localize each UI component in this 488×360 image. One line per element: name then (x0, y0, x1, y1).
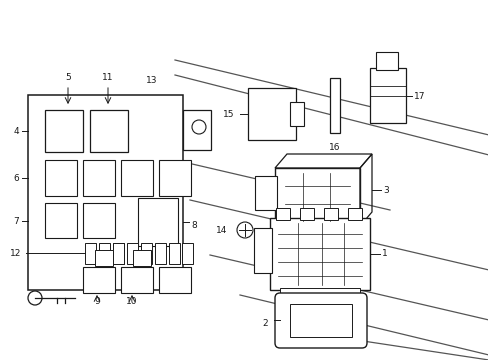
FancyBboxPatch shape (375, 52, 397, 70)
FancyBboxPatch shape (289, 304, 351, 337)
Text: 2: 2 (262, 320, 267, 328)
Text: 17: 17 (413, 91, 425, 100)
Text: 10: 10 (126, 297, 138, 306)
Text: 13: 13 (146, 76, 158, 85)
FancyBboxPatch shape (159, 267, 191, 293)
FancyBboxPatch shape (121, 267, 153, 293)
FancyBboxPatch shape (182, 243, 193, 264)
FancyBboxPatch shape (121, 160, 153, 196)
FancyBboxPatch shape (269, 218, 369, 290)
FancyBboxPatch shape (369, 68, 405, 123)
Text: 12: 12 (10, 248, 21, 257)
FancyBboxPatch shape (83, 203, 115, 238)
FancyBboxPatch shape (113, 243, 124, 264)
FancyBboxPatch shape (275, 208, 289, 220)
FancyBboxPatch shape (289, 102, 304, 126)
FancyBboxPatch shape (95, 250, 113, 266)
Text: 11: 11 (102, 72, 114, 81)
FancyBboxPatch shape (45, 203, 77, 238)
Text: 3: 3 (382, 185, 388, 194)
FancyBboxPatch shape (254, 176, 276, 210)
FancyBboxPatch shape (169, 243, 180, 264)
Text: 9: 9 (94, 297, 100, 306)
Text: 8: 8 (191, 220, 196, 230)
FancyBboxPatch shape (329, 78, 339, 133)
FancyBboxPatch shape (253, 228, 271, 273)
FancyBboxPatch shape (45, 110, 83, 152)
FancyBboxPatch shape (280, 288, 359, 302)
FancyBboxPatch shape (85, 243, 96, 264)
Text: 6: 6 (13, 174, 19, 183)
Text: 14: 14 (215, 225, 226, 234)
FancyBboxPatch shape (274, 168, 359, 226)
Text: 15: 15 (222, 109, 234, 118)
Text: 4: 4 (13, 126, 19, 135)
FancyBboxPatch shape (133, 250, 151, 266)
FancyBboxPatch shape (90, 110, 128, 152)
FancyBboxPatch shape (45, 160, 77, 196)
Text: 16: 16 (328, 143, 340, 152)
Text: 1: 1 (381, 249, 387, 258)
FancyBboxPatch shape (83, 160, 115, 196)
FancyBboxPatch shape (83, 267, 115, 293)
FancyBboxPatch shape (299, 208, 313, 220)
FancyBboxPatch shape (324, 208, 337, 220)
FancyBboxPatch shape (274, 293, 366, 348)
Text: 5: 5 (65, 72, 71, 81)
FancyBboxPatch shape (99, 243, 110, 264)
FancyBboxPatch shape (138, 198, 178, 246)
FancyBboxPatch shape (141, 243, 152, 264)
Text: 7: 7 (13, 216, 19, 225)
FancyBboxPatch shape (127, 243, 138, 264)
FancyBboxPatch shape (247, 88, 295, 140)
FancyBboxPatch shape (113, 243, 124, 264)
FancyBboxPatch shape (28, 95, 183, 290)
FancyBboxPatch shape (159, 160, 191, 196)
FancyBboxPatch shape (155, 243, 165, 264)
FancyBboxPatch shape (347, 208, 361, 220)
